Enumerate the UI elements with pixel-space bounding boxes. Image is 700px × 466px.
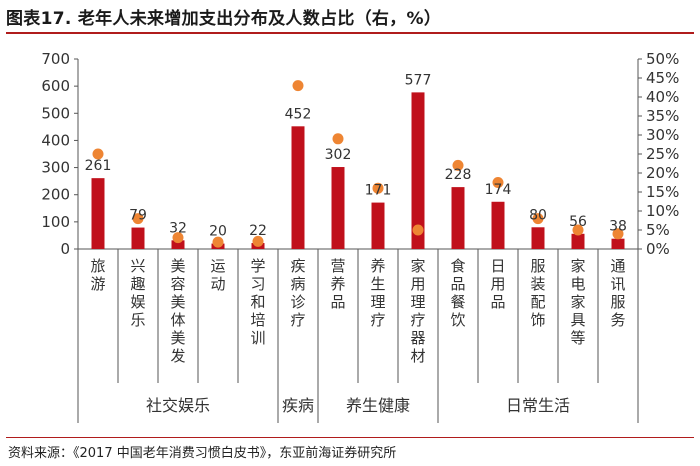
data-label: 261 xyxy=(85,158,112,174)
bar xyxy=(531,227,545,249)
data-label: 577 xyxy=(405,72,432,88)
data-label: 452 xyxy=(285,106,312,122)
percentage-point xyxy=(612,228,624,240)
figure-title: 图表17. 老年人未来增加支出分布及人数占比（右，%） xyxy=(6,9,442,29)
category-label: 家电家具等 xyxy=(570,257,585,347)
category-label: 旅游 xyxy=(90,257,105,293)
category-label: 营养品 xyxy=(330,257,345,311)
data-label: 302 xyxy=(325,147,352,163)
bar xyxy=(411,92,425,249)
bar xyxy=(131,227,145,249)
bar xyxy=(171,240,185,249)
y2-tick-label: 35% xyxy=(646,107,679,125)
group-label: 养生健康 xyxy=(346,396,410,415)
y2-tick-label: 10% xyxy=(646,202,679,220)
group-label: 社交娱乐 xyxy=(146,396,210,415)
y-tick-label: 0 xyxy=(60,240,70,258)
data-label: 171 xyxy=(365,183,392,199)
source-rule xyxy=(6,437,694,438)
bar xyxy=(331,167,345,249)
category-label: 家用理疗器材 xyxy=(410,257,425,365)
y2-tick-label: 40% xyxy=(646,88,679,106)
bar xyxy=(491,201,505,249)
percentage-point xyxy=(252,235,264,247)
category-label: 服装配饰 xyxy=(530,257,545,329)
percentage-point xyxy=(212,236,224,248)
y-tick-label: 200 xyxy=(41,186,70,204)
data-label: 32 xyxy=(169,220,187,236)
category-label: 疾病诊疗 xyxy=(290,257,305,329)
data-label: 228 xyxy=(445,167,472,183)
data-label: 79 xyxy=(129,208,147,224)
category-label: 运动 xyxy=(210,257,225,293)
y2-tick-label: 25% xyxy=(646,145,679,163)
data-label: 80 xyxy=(529,207,547,223)
category-label: 通讯服务 xyxy=(610,257,625,329)
percentage-point xyxy=(372,182,384,194)
y2-tick-label: 30% xyxy=(646,126,679,144)
group-label: 疾病 xyxy=(282,396,314,415)
category-axis: 旅游 兴趣娱乐 美容美体美发 运动 学习和培训 疾病诊疗 营养品 养生理疗 家用理疗器材 食品餐饮… xyxy=(77,249,639,423)
data-label: 56 xyxy=(569,214,587,230)
percentage-point xyxy=(332,133,344,145)
group-label: 日常生活 xyxy=(506,396,570,415)
percentage-point xyxy=(452,159,464,171)
y2-tick-label: 5% xyxy=(646,221,670,239)
bar xyxy=(91,178,105,249)
y2-tick-label: 45% xyxy=(646,69,679,87)
category-label: 兴趣娱乐 xyxy=(130,257,145,329)
y-tick-label: 700 xyxy=(41,50,70,68)
bar xyxy=(291,126,305,249)
percentage-point xyxy=(132,213,144,225)
percentage-point xyxy=(412,224,424,236)
y-tick-label: 500 xyxy=(41,104,70,122)
bar xyxy=(611,238,625,249)
chart-axes: 01002003004005006007000%5%10%15%20%25%30… xyxy=(41,50,679,258)
y-tick-label: 400 xyxy=(41,131,70,149)
y2-tick-label: 50% xyxy=(646,50,679,68)
bar xyxy=(571,233,585,249)
category-label: 养生理疗 xyxy=(370,257,385,329)
data-label: 22 xyxy=(249,223,267,239)
y-tick-label: 100 xyxy=(41,213,70,231)
percentage-point xyxy=(532,213,544,225)
bar xyxy=(451,187,465,249)
percentage-point xyxy=(492,177,504,188)
data-label: 20 xyxy=(209,224,227,240)
category-label: 日用品 xyxy=(490,257,505,311)
percentage-point xyxy=(172,232,184,244)
percentage-point xyxy=(92,148,104,160)
bar xyxy=(371,202,385,249)
percentage-point xyxy=(572,224,584,236)
y2-tick-label: 20% xyxy=(646,164,679,182)
data-labels: 261 79 32 20 22 452 302 171 577 228 174 80 56 38 xyxy=(85,72,627,239)
title-rule xyxy=(6,32,694,34)
category-label: 食品餐饮 xyxy=(450,257,465,329)
bar-series xyxy=(91,92,625,249)
category-label: 学习和培训 xyxy=(250,257,265,347)
y2-tick-label: 15% xyxy=(646,183,679,201)
percentage-series xyxy=(92,80,624,248)
y2-tick-label: 0% xyxy=(646,240,670,258)
source-note: 资料来源：《2017 中国老年消费习惯白皮书》，东亚前海证券研究所 xyxy=(8,446,397,461)
percentage-point xyxy=(292,80,304,92)
data-label: 38 xyxy=(609,219,627,235)
data-label: 174 xyxy=(485,182,512,198)
y-tick-label: 300 xyxy=(41,159,70,177)
category-label: 美容美体美发 xyxy=(170,257,185,365)
chart: 01002003004005006007000%5%10%15%20%25%30… xyxy=(41,50,679,423)
y-tick-label: 600 xyxy=(41,77,70,95)
